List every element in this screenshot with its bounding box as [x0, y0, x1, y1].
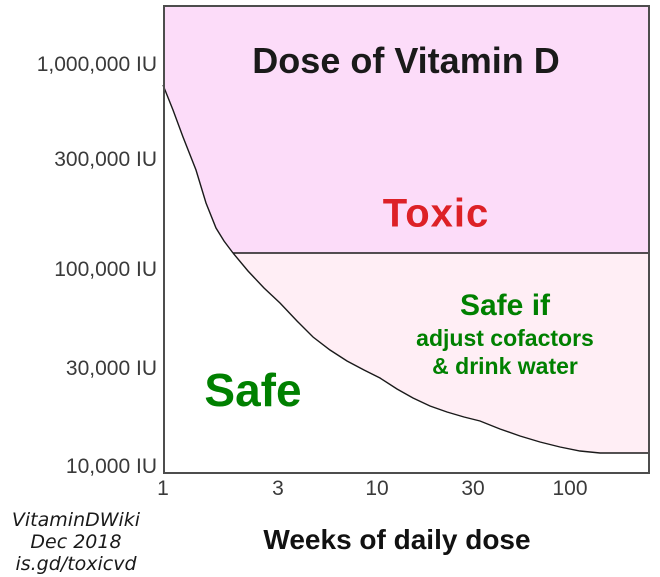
safe-if-subtext-1: adjust cofactors	[416, 325, 594, 351]
safe-if-boundary-curve	[232, 252, 650, 454]
plot-border	[163, 5, 650, 474]
y-tick-label: 30,000 IU	[65, 357, 157, 380]
y-tick-label: 100,000 IU	[54, 258, 157, 281]
attribution-date: Dec 2018	[30, 531, 122, 553]
y-tick-label: 10,000 IU	[65, 455, 157, 478]
x-tick-label: 100	[552, 477, 588, 500]
toxic-boundary-curve	[162, 84, 234, 254]
x-axis-title: Weeks of daily dose	[263, 524, 531, 555]
x-tick-label: 1	[157, 477, 169, 500]
safe-if-title: Safe if	[459, 289, 551, 322]
safe-region-label: Safe	[204, 364, 302, 416]
toxic-region	[163, 5, 650, 253]
chart-title: Dose of Vitamin D	[252, 40, 560, 81]
safe-if-region	[233, 253, 650, 453]
attribution-shortlink: is.gd/toxicvd	[15, 553, 137, 575]
toxic-region-label: Toxic	[382, 191, 490, 236]
safe-if-region-label: Safe if adjust cofactors & drink water	[416, 288, 594, 380]
x-tick-label: 3	[272, 477, 284, 500]
attribution: VitaminDWiki Dec 2018 is.gd/toxicvd	[12, 509, 140, 575]
attribution-source: VitaminDWiki	[11, 509, 141, 531]
y-tick-label: 1,000,000 IU	[36, 53, 157, 76]
x-tick-label: 10	[365, 477, 389, 500]
x-tick-label: 30	[461, 477, 485, 500]
safe-if-subtext-2: & drink water	[432, 353, 578, 379]
y-tick-label: 300,000 IU	[54, 148, 157, 171]
